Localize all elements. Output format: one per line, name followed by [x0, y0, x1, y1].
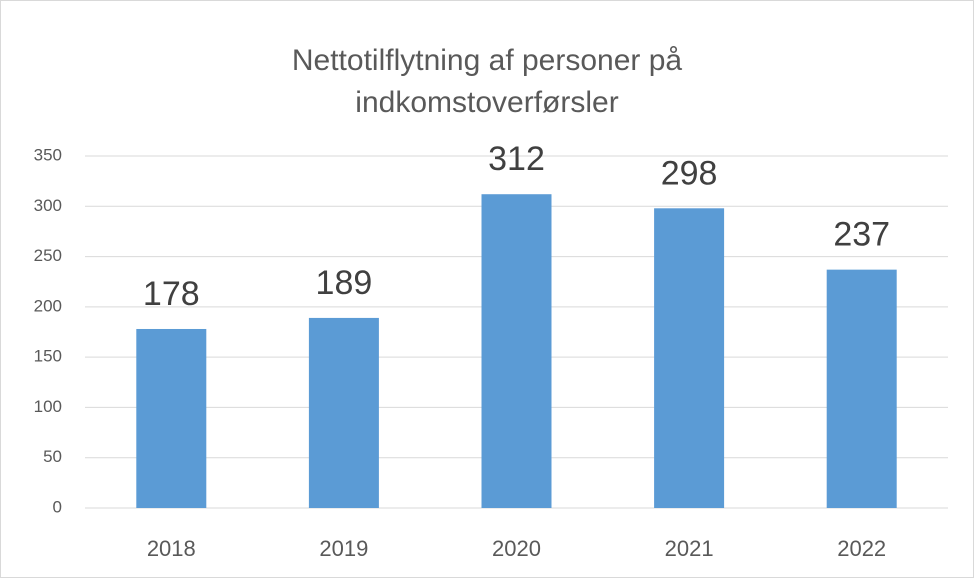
- y-tick-label: 0: [53, 497, 62, 516]
- data-label: 237: [833, 216, 890, 254]
- data-label: 178: [143, 275, 200, 313]
- y-tick-label: 150: [34, 347, 62, 366]
- bar: [654, 208, 725, 508]
- x-tick-label: 2022: [837, 536, 886, 561]
- y-tick-label: 50: [43, 447, 62, 466]
- x-tick-label: 2018: [147, 536, 196, 561]
- y-tick-label: 350: [34, 145, 62, 164]
- chart-title: Nettotilflytning af personer på indkomst…: [291, 44, 683, 119]
- y-tick-label: 100: [34, 397, 62, 416]
- data-label: 298: [661, 154, 718, 192]
- data-label: 189: [316, 264, 373, 302]
- bar: [826, 269, 897, 508]
- data-label: 312: [488, 140, 545, 178]
- x-tick-label: 2021: [665, 536, 714, 561]
- bar: [308, 317, 379, 508]
- y-tick-label: 200: [34, 296, 62, 315]
- bar: [481, 194, 552, 508]
- y-tick-label: 300: [34, 196, 62, 215]
- x-tick-label: 2020: [492, 536, 541, 561]
- y-tick-label: 250: [34, 246, 62, 265]
- x-tick-label: 2019: [319, 536, 368, 561]
- bar: [136, 328, 207, 508]
